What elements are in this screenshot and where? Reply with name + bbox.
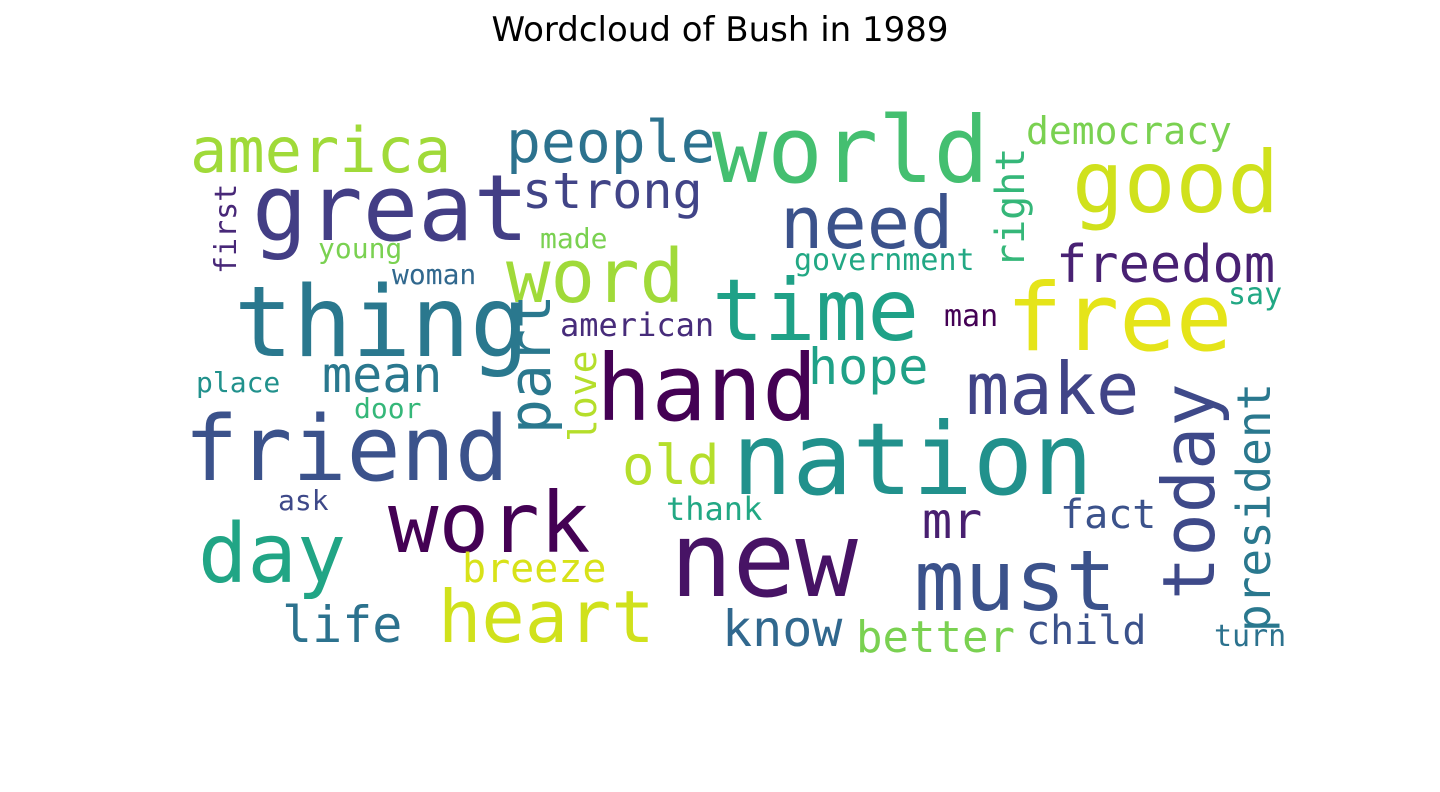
word-free: free — [1006, 264, 1232, 373]
word-know: know — [722, 600, 843, 658]
word-good: good — [1072, 133, 1279, 233]
word-mean: mean — [322, 346, 442, 404]
word-breeze: breeze — [462, 546, 607, 592]
word-freedom: freedom — [1056, 235, 1275, 295]
word-day: day — [198, 507, 346, 602]
word-america: america — [190, 114, 451, 187]
word-fact: fact — [1060, 492, 1156, 538]
word-work: work — [388, 474, 590, 572]
word-door: door — [354, 392, 421, 425]
word-government: government — [794, 243, 975, 278]
word-say: say — [1228, 277, 1282, 312]
word-new: new — [670, 499, 858, 621]
word-love: love — [561, 350, 605, 442]
word-need: need — [780, 181, 953, 265]
word-woman: woman — [392, 258, 476, 291]
word-heart: heart — [438, 575, 655, 659]
word-today: today — [1147, 383, 1231, 600]
word-young: young — [318, 232, 402, 265]
chart-title: Wordcloud of Bush in 1989 — [491, 10, 949, 50]
word-place: place — [196, 366, 280, 399]
word-turn: turn — [1214, 619, 1286, 654]
word-made: made — [540, 222, 607, 255]
word-american: american — [560, 306, 714, 344]
word-hand: hand — [596, 335, 818, 442]
word-thing: thing — [234, 266, 529, 380]
word-man: man — [944, 299, 998, 334]
word-nation: nation — [732, 401, 1093, 518]
word-word: word — [506, 234, 684, 320]
word-first: first — [209, 184, 244, 274]
word-time: time — [712, 261, 919, 361]
word-old: old — [622, 434, 720, 497]
word-president: president — [1227, 383, 1281, 632]
word-great: great — [252, 155, 529, 262]
word-thank: thank — [666, 490, 762, 528]
word-strong: strong — [522, 162, 703, 220]
word-hope: hope — [808, 338, 928, 396]
word-ask: ask — [278, 484, 329, 517]
word-people: people — [506, 108, 716, 176]
word-mr: mr — [922, 492, 982, 550]
word-right: right — [988, 148, 1034, 268]
word-friend: friend — [184, 397, 509, 502]
word-part: part — [496, 294, 564, 434]
word-world: world — [712, 97, 989, 204]
word-better: better — [856, 612, 1015, 663]
word-democracy: democracy — [1026, 109, 1232, 153]
word-life: life — [282, 596, 402, 654]
word-must: must — [914, 532, 1116, 630]
word-make: make — [966, 347, 1139, 431]
word-child: child — [1026, 608, 1146, 654]
